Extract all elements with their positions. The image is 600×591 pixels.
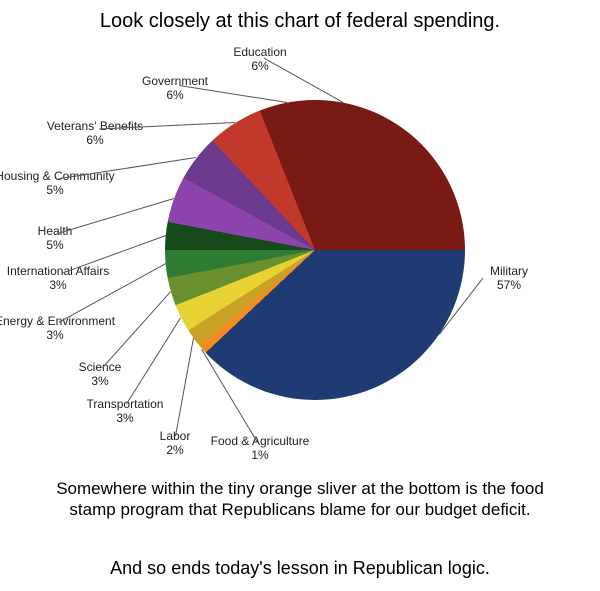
slice-pct: 5% (0, 184, 115, 198)
pie-disc (165, 100, 465, 400)
slice-pct: 3% (7, 279, 110, 293)
slice-pct: 57% (490, 279, 528, 293)
slice-label: Education6% (233, 46, 286, 74)
slice-pct: 5% (38, 239, 73, 253)
slice-label: Energy & Environment3% (0, 315, 115, 343)
slice-pct: 3% (87, 412, 164, 426)
slice-label: Science3% (79, 361, 122, 389)
slice-label: Food & Agriculture1% (211, 435, 310, 463)
slice-name: Food & Agriculture (211, 434, 310, 448)
leader-line (61, 235, 165, 274)
slice-name: Veterans' Benefits (47, 119, 143, 133)
slice-label: Transportation3% (87, 398, 164, 426)
slice-pct: 1% (211, 449, 310, 463)
slice-pct: 6% (47, 134, 143, 148)
slice-name: Military (490, 264, 528, 278)
slice-pct: 6% (142, 89, 208, 103)
slice-name: Science (79, 360, 122, 374)
slice-name: Housing & Community (0, 169, 115, 183)
caption-2: And so ends today's lesson in Republican… (0, 558, 600, 579)
leader-line (175, 338, 194, 436)
slice-label: Military57% (490, 265, 528, 293)
slice-name: Government (142, 74, 208, 88)
leader-line (263, 57, 343, 103)
slice-label: Housing & Community5% (0, 170, 115, 198)
pie-chart: Education6%Military57%Food & Agriculture… (0, 40, 600, 470)
caption-1: Somewhere within the tiny orange sliver … (0, 478, 600, 521)
slice-pct: 2% (160, 444, 191, 458)
leader-line (59, 198, 174, 234)
page: Look closely at this chart of federal sp… (0, 0, 600, 591)
slice-pct: 3% (0, 329, 115, 343)
headline-text: Look closely at this chart of federal sp… (0, 10, 600, 33)
slice-label: Veterans' Benefits6% (47, 120, 143, 148)
slice-name: International Affairs (7, 264, 110, 278)
slice-pct: 3% (79, 375, 122, 389)
slice-label: International Affairs3% (7, 265, 110, 293)
slice-name: Education (233, 45, 286, 59)
